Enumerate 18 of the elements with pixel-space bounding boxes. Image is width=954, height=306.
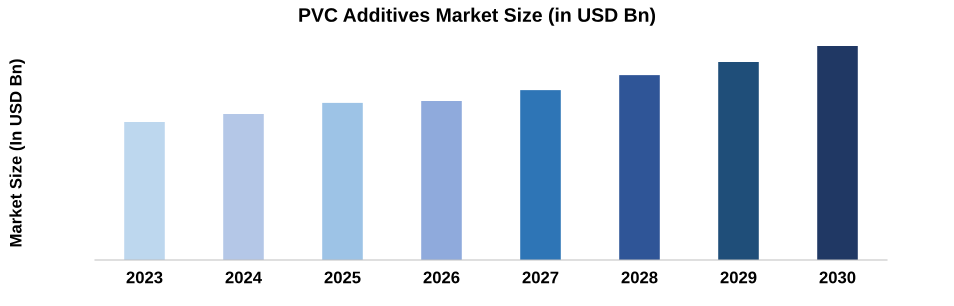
bar — [124, 122, 165, 260]
bar — [223, 114, 264, 260]
y-axis-title: Market Size (In USD Bn) — [9, 59, 25, 246]
x-tick-label: 2026 — [424, 272, 460, 284]
bar — [322, 102, 363, 260]
x-tick-label: 2023 — [126, 272, 162, 284]
x-tick-label: 2024 — [226, 272, 262, 284]
x-tick-label: 2029 — [720, 272, 756, 284]
chart-title: PVC Additives Market Size (in USD Bn) — [299, 8, 656, 26]
x-tick-label: 2025 — [324, 272, 361, 284]
x-tick-label: 2030 — [820, 272, 856, 284]
x-tick-label: 2027 — [522, 272, 558, 284]
bar — [718, 62, 759, 260]
bar — [520, 90, 561, 260]
x-tick-label: 2028 — [622, 272, 658, 284]
bar — [817, 46, 858, 260]
bar — [619, 75, 660, 260]
bar — [421, 101, 462, 260]
